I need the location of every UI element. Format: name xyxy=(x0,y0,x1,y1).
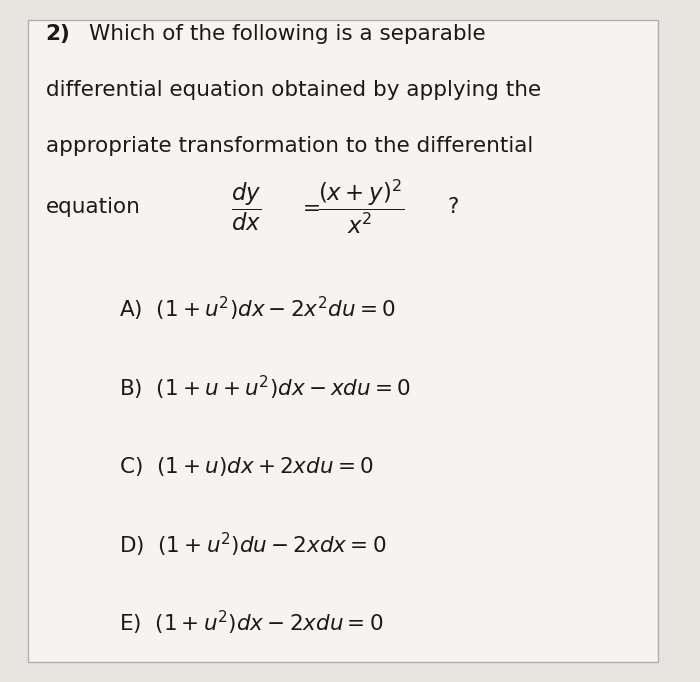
Text: D)  $(1+u^{2})du-2xdx=0$: D) $(1+u^{2})du-2xdx=0$ xyxy=(119,531,386,559)
Text: E)  $(1+u^{2})dx-2xdu=0$: E) $(1+u^{2})dx-2xdu=0$ xyxy=(119,609,384,637)
Text: $\dfrac{(x+y)^{2}}{x^{2}}$: $\dfrac{(x+y)^{2}}{x^{2}}$ xyxy=(318,178,405,236)
Text: $?$: $?$ xyxy=(447,197,459,217)
Text: B)  $(1+u+u^{2})dx-xdu=0$: B) $(1+u+u^{2})dx-xdu=0$ xyxy=(119,374,411,402)
Text: appropriate transformation to the differential: appropriate transformation to the differ… xyxy=(46,136,533,155)
Text: 2): 2) xyxy=(46,24,71,44)
Text: C)  $(1+u)dx+2xdu=0$: C) $(1+u)dx+2xdu=0$ xyxy=(119,454,374,477)
Text: Which of the following is a separable: Which of the following is a separable xyxy=(89,24,486,44)
Text: differential equation obtained by applying the: differential equation obtained by applyi… xyxy=(46,80,540,100)
FancyBboxPatch shape xyxy=(28,20,658,662)
Text: A)  $(1+u^{2})dx-2x^{2}du=0$: A) $(1+u^{2})dx-2x^{2}du=0$ xyxy=(119,295,395,323)
Text: $\dfrac{dy}{dx}$: $\dfrac{dy}{dx}$ xyxy=(231,181,261,233)
Text: equation: equation xyxy=(46,197,141,217)
Text: $=$: $=$ xyxy=(298,197,319,217)
